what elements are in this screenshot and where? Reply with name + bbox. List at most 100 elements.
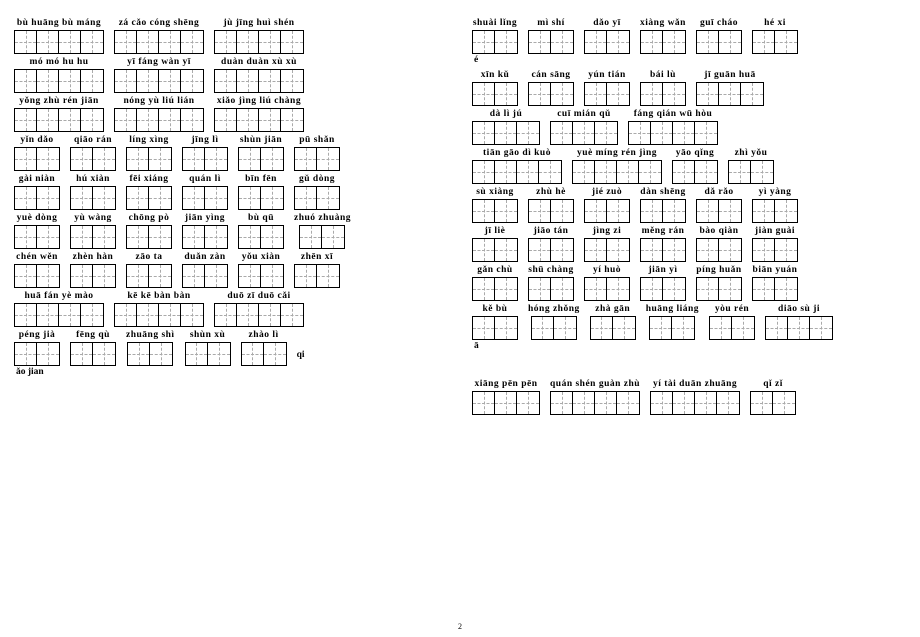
char-box [37, 70, 59, 92]
char-box [551, 122, 573, 144]
char-box [215, 70, 237, 92]
pinyin-word: yǒng zhù rén jiān [14, 96, 104, 132]
char-box [595, 122, 617, 144]
pinyin-label: dǎ rǎo [704, 187, 733, 197]
char-grid [114, 69, 204, 93]
pinyin-label: xiāng pēn pēn [475, 379, 538, 389]
pinyin-word: bù huāng bù máng [14, 18, 104, 54]
pinyin-label: yǐn dǎo [20, 135, 53, 145]
char-box [183, 187, 205, 209]
char-box [322, 226, 344, 248]
char-box [613, 317, 635, 339]
char-box [205, 265, 227, 287]
pinyin-word: cuī mián qǔ [550, 109, 618, 145]
char-box [242, 343, 264, 365]
char-box [37, 109, 59, 131]
char-box [215, 31, 237, 53]
char-box [585, 200, 607, 222]
char-grid [472, 121, 540, 145]
char-box [93, 343, 115, 365]
pinyin-word: gǎn chù [472, 265, 518, 301]
char-box [183, 265, 205, 287]
char-grid [584, 82, 630, 106]
pinyin-label: mó mó hu hu [29, 57, 88, 67]
char-box [71, 343, 93, 365]
pinyin-label: kē kē bàn bàn [127, 291, 190, 301]
char-box [551, 200, 573, 222]
pinyin-word: quán shén guàn zhù [550, 379, 640, 415]
pinyin-label: cán sāng [531, 70, 570, 80]
char-box [71, 187, 93, 209]
char-box [495, 200, 517, 222]
char-box [15, 187, 37, 209]
char-grid [672, 160, 718, 184]
char-box [607, 83, 629, 105]
char-box [753, 31, 775, 53]
char-grid [584, 199, 630, 223]
char-box [137, 31, 159, 53]
pinyin-label: yòu rén [715, 304, 749, 314]
char-box [788, 317, 810, 339]
pinyin-word: jìng zi [584, 226, 630, 262]
char-grid [628, 121, 718, 145]
char-grid [182, 147, 228, 171]
char-box [115, 31, 137, 53]
pinyin-label: gǎn chù [477, 265, 512, 275]
char-grid [528, 199, 574, 223]
char-box [300, 226, 322, 248]
pinyin-label: zāo ta [135, 252, 162, 262]
char-box [281, 109, 303, 131]
pinyin-label: shùn xù [190, 330, 225, 340]
char-box [71, 148, 93, 170]
char-box [150, 343, 172, 365]
char-box [127, 226, 149, 248]
pinyin-label: qiāo rán [74, 135, 112, 145]
char-box [181, 109, 203, 131]
char-box [663, 83, 685, 105]
char-box [517, 122, 539, 144]
char-box [181, 304, 203, 326]
pinyin-word: hú xiàn [70, 174, 116, 210]
char-grid [696, 238, 742, 262]
char-box [15, 343, 37, 365]
char-box [15, 148, 37, 170]
word-row: gǎn chùshū chàngyí huòjiān yìpíng huǎnbi… [472, 265, 906, 301]
pinyin-label: mì shí [537, 18, 565, 28]
char-box [495, 83, 517, 105]
char-grid [472, 82, 518, 106]
pinyin-label: yī fáng wàn yī [127, 57, 191, 67]
pinyin-word: biān yuán [752, 265, 798, 301]
pinyin-word: jiāo tán [528, 226, 574, 262]
char-grid [214, 303, 304, 327]
char-grid [696, 199, 742, 223]
char-grid [14, 225, 60, 249]
char-box [554, 317, 576, 339]
char-grid [14, 69, 104, 93]
char-box [261, 226, 283, 248]
word-row: bù huāng bù mángzá cǎo cóng shēngjù jīng… [14, 18, 448, 54]
char-box [59, 109, 81, 131]
char-grid [728, 160, 774, 184]
pinyin-label: zhì yǒu [735, 148, 768, 158]
char-grid [590, 316, 636, 340]
char-box [115, 109, 137, 131]
char-box [261, 265, 283, 287]
char-box [719, 278, 741, 300]
overflow-pinyin: ā [472, 341, 906, 351]
pinyin-word: kě bù [472, 304, 518, 340]
left-column: bù huāng bù mángzá cǎo cóng shēngjù jīng… [14, 18, 448, 415]
char-box [127, 148, 149, 170]
char-box [617, 161, 639, 183]
word-row: dà lì júcuī mián qǔfáng qián wū hòu [472, 109, 906, 145]
pinyin-label: jī liè [485, 226, 506, 236]
pinyin-label: jìng zi [593, 226, 622, 236]
pinyin-word: duǎn zàn [182, 252, 228, 288]
pinyin-word: nóng yù liú lián [114, 96, 204, 132]
char-box [473, 392, 495, 414]
char-box [205, 187, 227, 209]
char-box [775, 31, 797, 53]
pinyin-word: duàn duàn xù xù [214, 57, 304, 93]
pinyin-word: chén wěn [14, 252, 60, 288]
pinyin-word: yún tián [584, 70, 630, 106]
pinyin-word: gǔ dòng [294, 174, 340, 210]
